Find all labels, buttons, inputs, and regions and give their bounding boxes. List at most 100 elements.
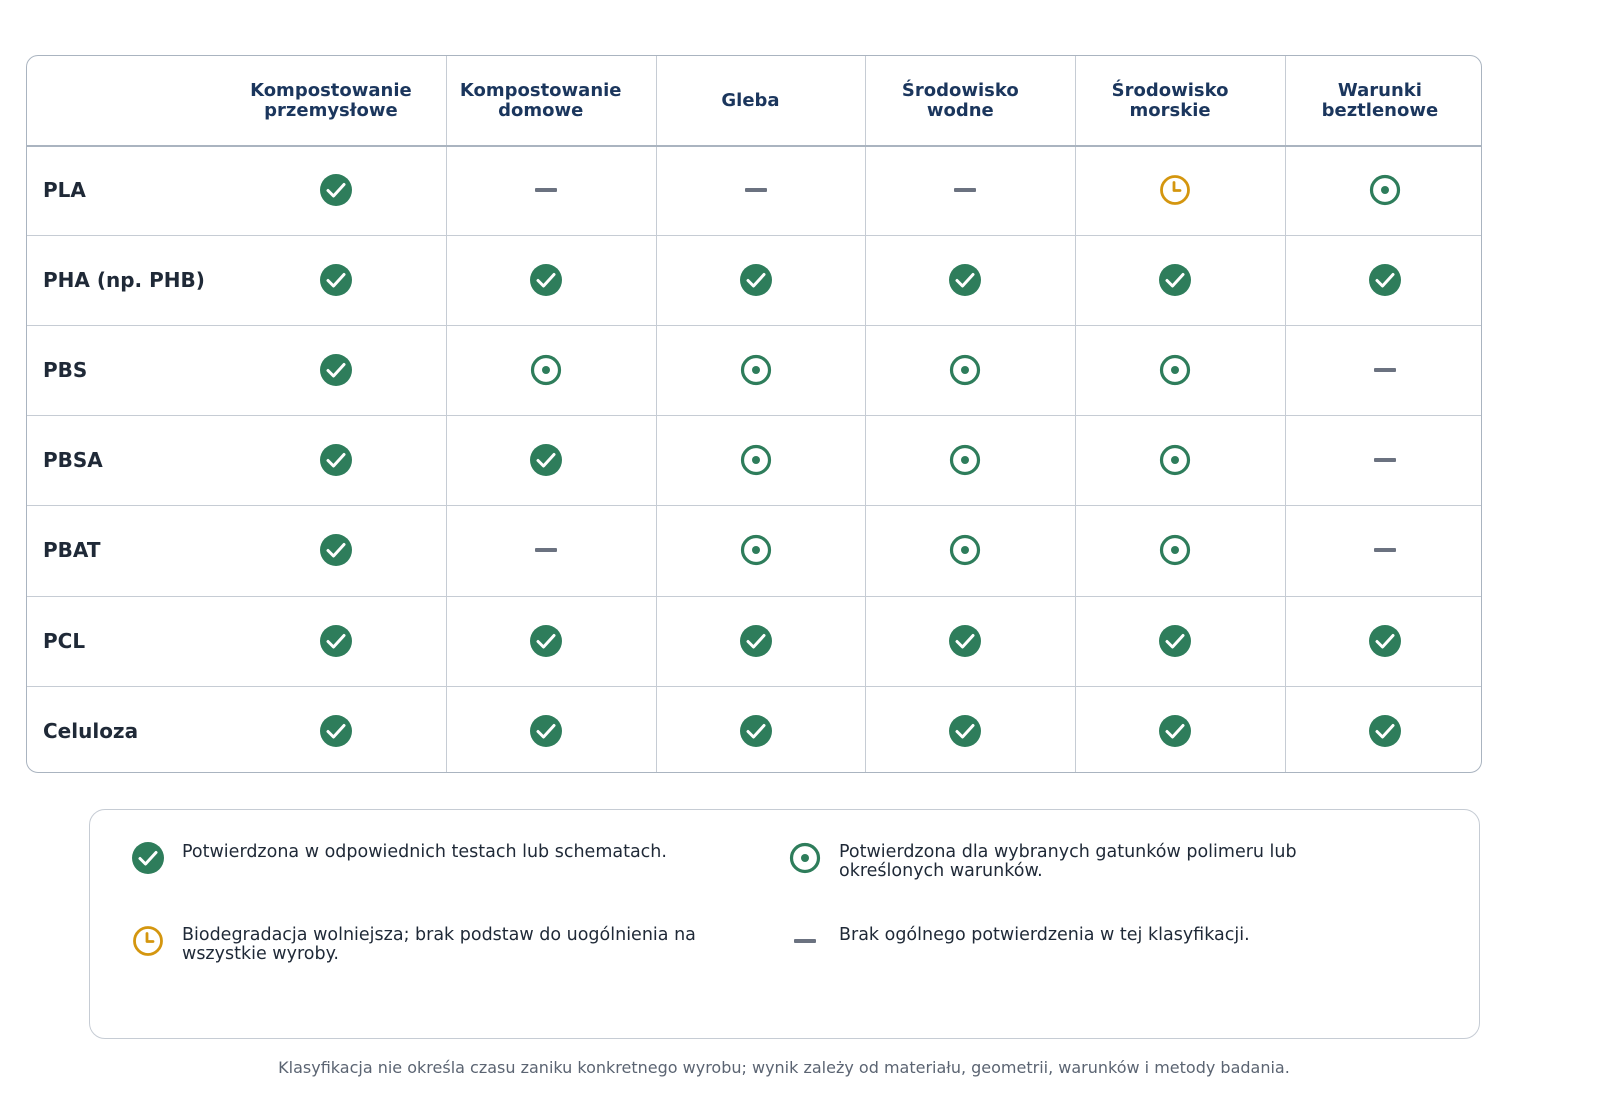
compatibility-table: Kompostowanie przemysłowe Kompostowanie d… [26, 55, 1482, 773]
icon-partial [947, 352, 983, 388]
icon-confirmed-svg [1159, 624, 1192, 657]
icon-confirmed-svg [1368, 624, 1401, 657]
icon-confirmed [1367, 623, 1403, 659]
row-divider [27, 505, 1481, 507]
icon-confirmed [1157, 713, 1193, 749]
icon-partial [1157, 442, 1193, 478]
column-header: Środowisko wodne [901, 79, 1019, 121]
icon-none-svg [744, 188, 767, 193]
icon-none-svg [954, 188, 977, 193]
icon-none-svg [1373, 458, 1396, 463]
icon-none [528, 172, 564, 208]
icon-confirmed-svg [739, 714, 772, 747]
icon-partial [1157, 532, 1193, 568]
icon-confirmed [528, 713, 564, 749]
icon-none-svg [534, 548, 557, 553]
icon-confirmed [947, 262, 983, 298]
row-label: PHA (np. PHB) [43, 268, 205, 293]
icon-partial [738, 442, 774, 478]
column-header: Środowisko morskie [1111, 79, 1229, 121]
icon-confirmed-svg [319, 264, 352, 297]
icon-partial [738, 352, 774, 388]
icon-partial-svg [740, 535, 771, 566]
icon-partial [528, 352, 564, 388]
icon-partial [1157, 352, 1193, 388]
icon-none [528, 532, 564, 568]
icon-none [1367, 442, 1403, 478]
row-label: PBS [43, 358, 88, 383]
header-divider [27, 145, 1481, 147]
row-divider [27, 595, 1481, 597]
column-header: Warunki beztlenowe [1321, 79, 1439, 121]
icon-confirmed-svg [319, 174, 352, 207]
row-divider [27, 325, 1481, 327]
icon-confirmed-svg [1159, 714, 1192, 747]
column-divider [1285, 56, 1286, 772]
column-divider [655, 56, 657, 772]
icon-confirmed [318, 623, 354, 659]
icon-confirmed-svg [529, 714, 562, 747]
icon-confirmed-svg [319, 714, 352, 747]
icon-partial-svg [950, 355, 981, 386]
icon-confirmed [1157, 262, 1193, 298]
icon-slow-svg [133, 926, 163, 956]
legend-text: Brak ogólnego potwierdzenia w tej klasyf… [839, 925, 1250, 945]
icon-partial-svg [950, 445, 981, 476]
icon-confirmed [528, 262, 564, 298]
icon-confirmed [318, 532, 354, 568]
icon-partial-svg [1369, 174, 1400, 206]
icon-confirmed-svg [319, 354, 352, 387]
icon-confirmed-svg [1368, 714, 1401, 747]
icon-slow [1157, 172, 1193, 208]
icon-none [787, 923, 823, 959]
icon-partial-svg [1159, 445, 1191, 476]
icon-confirmed [947, 623, 983, 659]
icon-partial [947, 532, 983, 568]
icon-none [1367, 352, 1403, 388]
icon-confirmed-svg [132, 842, 164, 874]
icon-confirmed-svg [319, 444, 352, 477]
column-divider [1075, 56, 1077, 772]
icon-none-svg [534, 188, 557, 193]
icon-confirmed-svg [949, 624, 982, 657]
icon-none-svg [1373, 368, 1396, 373]
icon-partial-svg [530, 355, 561, 386]
icon-confirmed-svg [529, 444, 562, 477]
icon-partial-svg [950, 535, 981, 566]
icon-none [947, 172, 983, 208]
icon-confirmed [318, 442, 354, 478]
column-header: Kompostowanie domowe [459, 79, 622, 121]
icon-slow-svg [1160, 175, 1190, 205]
icon-partial-svg [1159, 355, 1191, 386]
icon-confirmed [738, 713, 774, 749]
icon-partial-svg [1159, 535, 1191, 566]
column-header: Kompostowanie przemysłowe [250, 79, 412, 121]
row-label: Celuloza [43, 718, 139, 743]
column-divider [445, 56, 447, 772]
icon-confirmed [738, 623, 774, 659]
icon-slow [130, 923, 166, 959]
icon-confirmed-svg [1159, 264, 1192, 297]
icon-partial-svg [740, 355, 771, 386]
icon-confirmed [318, 713, 354, 749]
icon-partial-svg [789, 842, 821, 874]
icon-confirmed-svg [319, 624, 352, 657]
row-label: PCL [43, 628, 86, 653]
icon-confirmed-svg [949, 264, 982, 297]
legend-text: Potwierdzona w odpowiednich testach lub … [182, 842, 667, 862]
column-divider [865, 56, 867, 772]
icon-confirmed-svg [319, 534, 352, 567]
row-label: PLA [43, 178, 86, 202]
icon-confirmed-svg [739, 624, 772, 657]
icon-partial [738, 532, 774, 568]
icon-confirmed-svg [529, 624, 562, 657]
footnote: Klasyfikacja nie określa czasu zaniku ko… [278, 1058, 1290, 1077]
icon-confirmed [738, 262, 774, 298]
icon-confirmed-svg [739, 264, 772, 297]
icon-none [1367, 532, 1403, 568]
icon-confirmed [1157, 623, 1193, 659]
icon-confirmed [1367, 713, 1403, 749]
legend-text: Biodegradacja wolniejsza; brak podstaw d… [182, 925, 696, 964]
icon-confirmed [528, 623, 564, 659]
